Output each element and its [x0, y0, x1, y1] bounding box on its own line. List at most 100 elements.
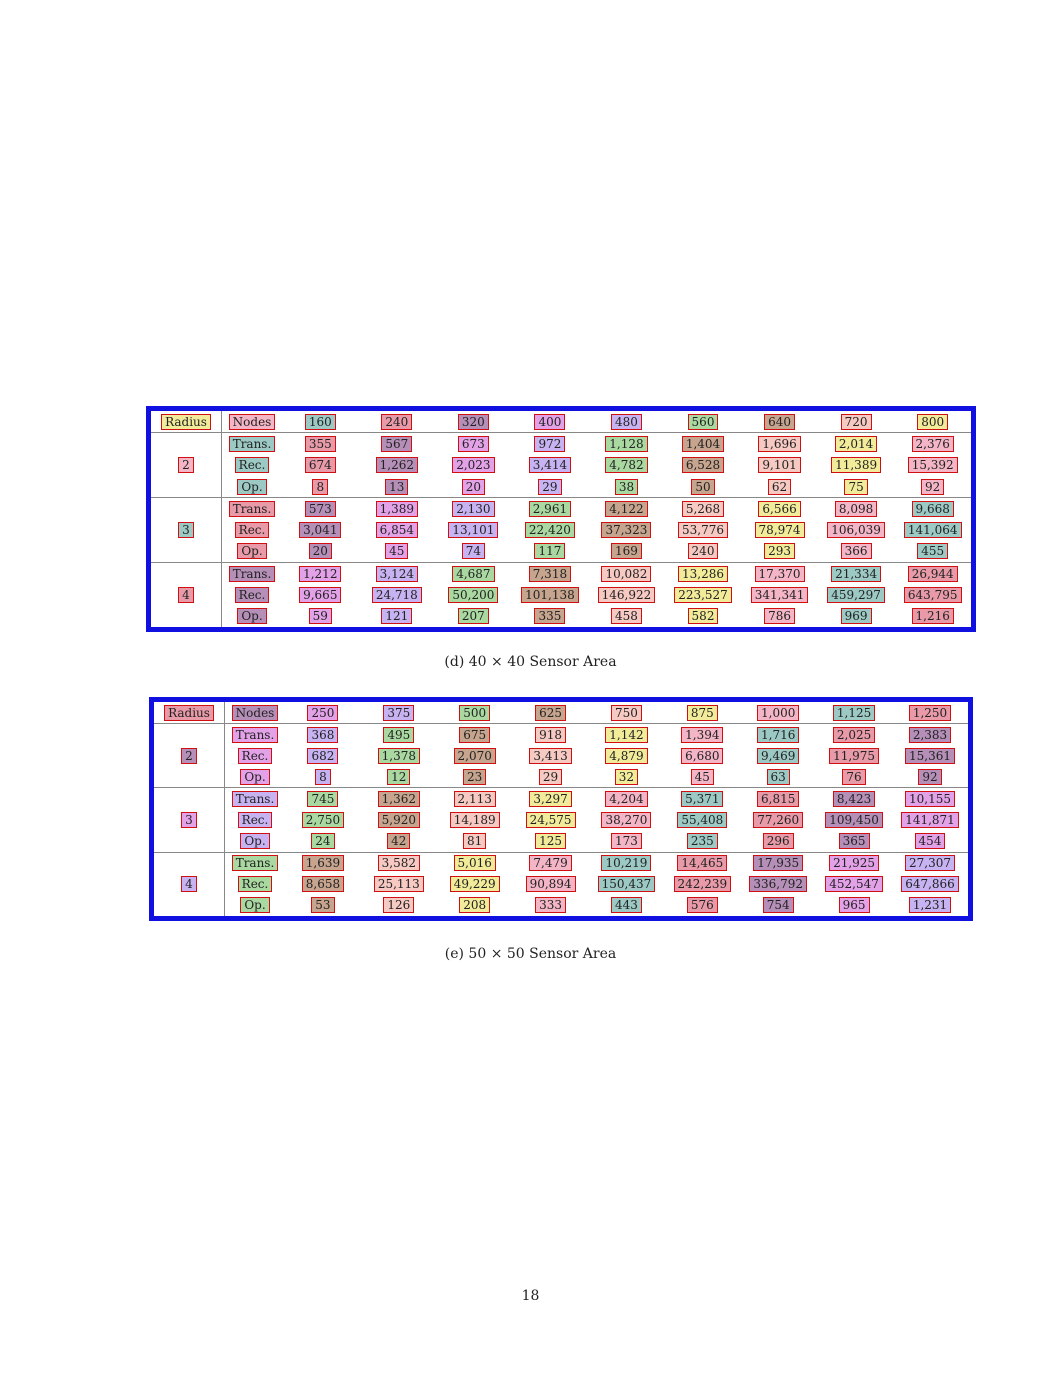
table-cell: 2,383 [908, 726, 952, 743]
nodes-value: 1,000 [757, 704, 800, 721]
table-cell: 786 [764, 608, 795, 625]
table-cell: 24 [311, 833, 335, 850]
table-cell: 6,680 [681, 747, 724, 764]
row-label: Trans. [231, 791, 279, 808]
table-cell: 50,200 [448, 587, 499, 604]
table-cell: 13,101 [448, 522, 499, 539]
table-cell: 146,922 [597, 587, 656, 604]
table-cell: 296 [762, 833, 794, 850]
nodes-value: 720 [840, 413, 872, 430]
nodes-value: 250 [307, 704, 339, 721]
table-cell: 63 [766, 768, 790, 785]
row-label: Trans. [228, 436, 276, 453]
table-cell: 240 [687, 543, 719, 560]
row-label: Op. [237, 608, 267, 625]
table-cell: 682 [307, 747, 339, 764]
radius-value: 3 [178, 522, 194, 539]
table-cell: 14,465 [677, 855, 728, 872]
table-cell: 15,392 [907, 457, 958, 474]
nodes-value: 480 [611, 413, 642, 430]
table-row: 3 Trans. 745 1,362 2,113 3,297 4,204 5,371 6,815… [154, 787, 968, 853]
table-cell: 9,101 [758, 457, 801, 474]
table-cell: 2,376 [911, 436, 954, 453]
radius-value: 3 [181, 812, 197, 829]
table-cell: 62 [767, 478, 792, 495]
row-label: Rec. [237, 812, 273, 829]
table-cell: 1,362 [377, 791, 420, 808]
table-cell: 207 [457, 608, 489, 625]
table-cell: 2,025 [832, 726, 876, 743]
table-cell: 3,297 [529, 791, 572, 808]
table-cell: 1,389 [375, 500, 418, 517]
table-row: Op. 8 12 23 29 32 45 63 76 92 [154, 766, 968, 788]
table-cell: 2,130 [452, 500, 495, 517]
nodes-value: 160 [304, 413, 336, 430]
table-cell: 37,323 [601, 522, 652, 539]
table-cell: 4,122 [605, 500, 648, 517]
table-cell: 17,935 [753, 855, 804, 872]
table-cell: 20 [461, 478, 485, 495]
table-cell: 965 [838, 897, 870, 914]
table-cell: 10,155 [905, 791, 955, 808]
table-row: 2 Trans. 368 495 675 918 1,142 1,394 1,716 2,025 2… [154, 723, 968, 764]
nodes-value: 500 [459, 704, 491, 721]
table-cell: 78,974 [754, 522, 805, 539]
row-label: Rec. [237, 747, 273, 764]
table-cell: 674 [304, 457, 336, 474]
table-cell: 454 [914, 833, 946, 850]
table-cell: 8 [312, 478, 329, 495]
table-row: Rec. 8,658 25,113 49,229 90,894 150,437 242,23… [154, 873, 968, 895]
table-cell: 335 [534, 608, 566, 625]
nodes-value: 320 [457, 413, 489, 430]
table-cell: 368 [307, 726, 339, 743]
table-cell: 3,124 [375, 565, 418, 582]
table-cell: 5,371 [681, 791, 724, 808]
table-cell: 12 [387, 768, 411, 785]
table-cell: 10,082 [601, 565, 652, 582]
row-label: Trans. [228, 500, 276, 517]
table-cell: 1,128 [605, 436, 648, 453]
radius-header: Radius [161, 413, 211, 430]
table-row: Rec. 2,750 5,920 14,189 24,575 38,270 55,408 77… [154, 809, 968, 831]
row-label: Trans. [231, 855, 279, 872]
nodes-value: 750 [610, 704, 642, 721]
table-cell: 13,286 [678, 565, 728, 582]
table-cell: 208 [459, 897, 491, 914]
table-cell: 567 [381, 436, 413, 453]
table-row: Op. 53 126 208 333 443 576 754 965 1,231 [154, 894, 968, 916]
table-cell: 7,318 [528, 565, 572, 582]
table-cell: 22,420 [524, 522, 575, 539]
table-cell: 6,566 [758, 500, 801, 517]
table-cell: 20 [308, 543, 332, 560]
data-table: Radius Nodes 160 240 320 400 480 560 640 720 800 2 T… [151, 411, 971, 627]
nodes-value: 375 [383, 704, 415, 721]
nodes-value: 1,250 [908, 704, 952, 721]
table-cell: 9,668 [911, 500, 954, 517]
table-cell: 643,795 [903, 587, 962, 604]
table-cell: 223,527 [674, 587, 732, 604]
table-cell: 4,879 [605, 747, 648, 764]
table-cell: 126 [383, 897, 415, 914]
table-cell: 6,815 [757, 791, 800, 808]
table-cell: 90,894 [525, 876, 576, 893]
table-cell: 53,776 [678, 522, 728, 539]
table-cell: 576 [686, 897, 718, 914]
radius-value: 4 [181, 876, 197, 893]
table-cell: 1,716 [757, 726, 800, 743]
table-cell: 92 [921, 478, 945, 495]
table-cell: 23 [463, 768, 487, 785]
nodes-value: 875 [686, 704, 718, 721]
table-cell: 77,260 [753, 812, 804, 829]
table-cell: 38 [614, 478, 639, 495]
table-cell: 3,414 [528, 457, 572, 474]
table-cell: 14,189 [449, 812, 500, 829]
table-cell: 754 [762, 897, 794, 914]
table-cell: 1,142 [605, 726, 648, 743]
table-cell: 76 [842, 768, 866, 785]
table-cell: 675 [459, 726, 491, 743]
table-cell: 75 [844, 478, 868, 495]
row-label: Rec. [234, 522, 270, 539]
table-cell: 1,696 [758, 436, 801, 453]
nodes-value: 800 [917, 413, 949, 430]
table-cell: 173 [610, 833, 642, 850]
